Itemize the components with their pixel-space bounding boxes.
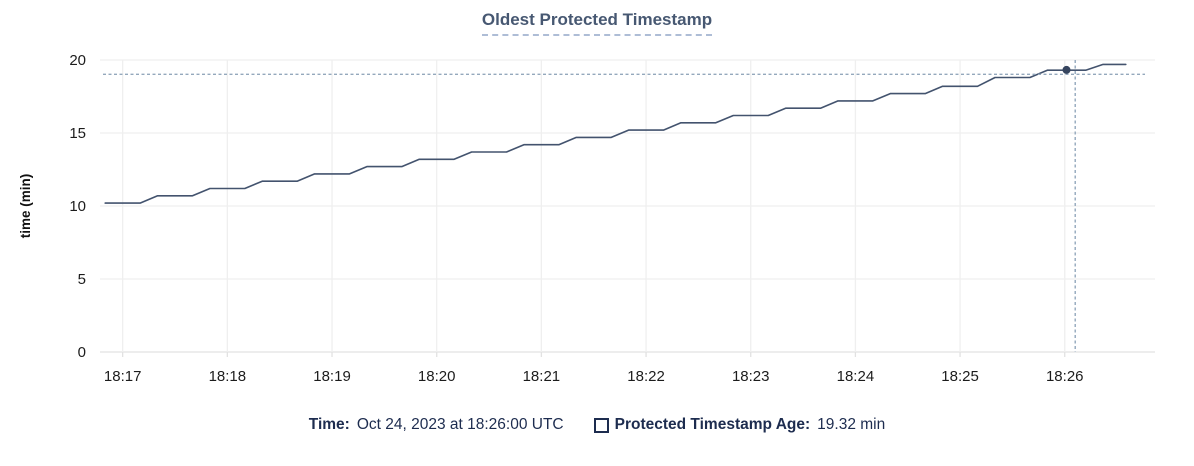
legend-series-label: Protected Timestamp Age: — [614, 416, 811, 433]
y-tick-label: 5 — [78, 271, 86, 288]
y-tick-label: 0 — [78, 344, 86, 361]
x-tick-label: 18:22 — [627, 368, 665, 385]
series-line-protected-timestamp-age — [104, 63, 1127, 204]
y-tick-label: 20 — [69, 52, 86, 69]
x-tick-label: 18:18 — [209, 368, 247, 385]
x-tick-label: 18:24 — [837, 368, 875, 385]
x-tick-label: 18:26 — [1046, 368, 1084, 385]
x-tick-label: 18:19 — [313, 368, 351, 385]
chart-legend: Time: Oct 24, 2023 at 18:26:00 UTC Prote… — [0, 416, 1194, 434]
chart-title-row: Oldest Protected Timestamp — [0, 0, 1194, 40]
y-axis-title: time (min) — [18, 174, 33, 239]
legend-time-label: Time: — [308, 416, 350, 433]
x-tick-label: 18:21 — [523, 368, 561, 385]
x-tick-label: 18:25 — [941, 368, 979, 385]
legend-item-protected-timestamp-age[interactable]: Protected Timestamp Age: 19.32 min — [593, 416, 886, 434]
y-tick-label: 10 — [69, 198, 86, 215]
y-tick-label: 15 — [69, 125, 86, 142]
x-tick-label: 18:20 — [418, 368, 456, 385]
x-tick-label: 18:17 — [104, 368, 142, 385]
legend-series-value: 19.32 min — [817, 416, 886, 433]
chart-plot-area[interactable]: 0 5 10 15 20 18:17 18:18 18:19 18:20 18:21 18:22 18… — [0, 40, 1194, 402]
legend-time-value: Oct 24, 2023 at 18:26:00 UTC — [356, 416, 564, 433]
chart-title[interactable]: Oldest Protected Timestamp — [481, 10, 713, 36]
x-tick-label: 18:23 — [732, 368, 770, 385]
series-square-outline-icon — [593, 417, 609, 433]
highlight-dot — [1062, 65, 1071, 74]
